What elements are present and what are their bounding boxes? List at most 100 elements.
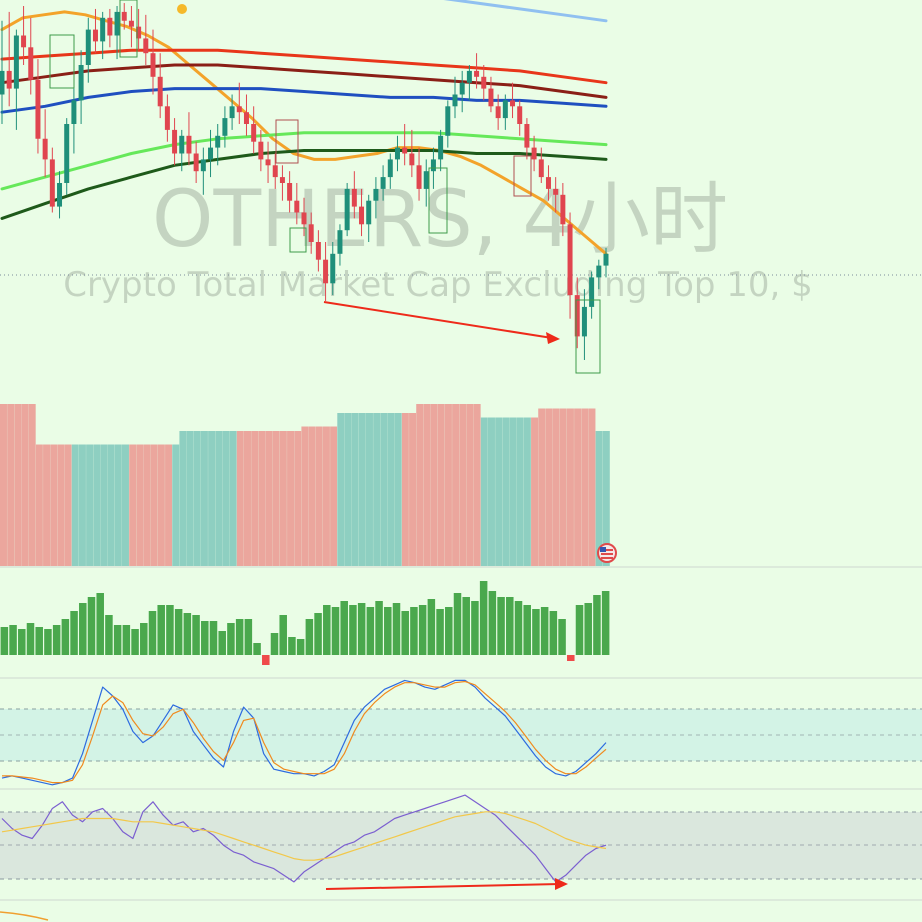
histogram-bar: [279, 615, 287, 655]
histogram-bar: [314, 613, 322, 655]
candlesticks: [0, 3, 609, 360]
volume-bar: [495, 417, 503, 566]
histogram-bar: [445, 607, 453, 655]
volume-bar: [588, 408, 596, 566]
volume-bar: [265, 431, 273, 566]
candle-body: [150, 53, 156, 77]
event-marker-dot[interactable]: [177, 4, 187, 14]
volume-bar: [229, 431, 237, 566]
candle-body: [366, 200, 372, 225]
volume-bar: [200, 431, 208, 566]
highlight-box[interactable]: [275, 119, 299, 164]
histogram-bar: [479, 581, 488, 655]
candle-body: [380, 177, 386, 189]
moving-average-line: [0, 63, 608, 99]
volume-bar: [107, 444, 115, 566]
histogram-bar: [532, 609, 540, 655]
histogram-bars: [0, 581, 610, 665]
volume-bar: [488, 417, 495, 566]
candle-body: [459, 82, 465, 95]
candle-body: [560, 194, 566, 225]
candle-body: [315, 242, 321, 260]
volume-bar: [86, 444, 94, 566]
indicator-line: [1, 811, 607, 861]
histogram-bar: [558, 619, 566, 655]
histogram-bar: [157, 605, 165, 655]
volume-bar: [287, 431, 295, 566]
histogram-bar: [357, 603, 366, 655]
indicator-line: [2, 680, 607, 784]
volume-bar: [473, 404, 481, 566]
histogram-bar: [305, 619, 314, 655]
volume-bar: [294, 431, 302, 566]
highlight-box[interactable]: [49, 34, 75, 89]
candle-body: [481, 76, 487, 89]
candle-body: [502, 100, 508, 119]
volume-bar: [100, 444, 108, 566]
histogram-bar: [601, 591, 610, 655]
candle-body: [272, 165, 278, 178]
volume-bar: [7, 404, 15, 566]
highlight-box[interactable]: [428, 167, 448, 234]
candle-body: [589, 277, 595, 307]
histogram-bar: [0, 627, 9, 655]
highlight-box[interactable]: [513, 155, 532, 197]
moving-average-line: [0, 149, 608, 220]
volume-bar: [122, 444, 129, 566]
histogram-bar: [235, 619, 244, 655]
histogram-bar: [506, 597, 514, 655]
candle-body: [13, 35, 19, 89]
volume-bar: [552, 408, 560, 566]
volume-bar: [143, 444, 151, 566]
candle-body: [71, 100, 77, 124]
volume-bar: [35, 444, 43, 566]
volume-bar: [258, 431, 266, 566]
volume-bar: [416, 404, 424, 566]
volume-bar: [0, 404, 7, 566]
volume-bar: [437, 404, 445, 566]
histogram-bar: [549, 611, 558, 655]
rsi-divergence-arrow[interactable]: [325, 878, 568, 890]
volume-bar: [330, 426, 338, 566]
us-flag-icon[interactable]: [597, 543, 617, 563]
candle-body: [409, 153, 415, 166]
candle-body: [186, 135, 192, 154]
histogram-bar: [567, 655, 575, 661]
volume-bar: [337, 413, 345, 566]
highlight-box[interactable]: [289, 227, 307, 253]
volume-bar: [150, 444, 158, 566]
volume-bar: [179, 431, 187, 566]
candle-body: [200, 159, 206, 172]
volume-bar: [373, 413, 381, 566]
watermark-subtitle: Crypto Total Market Cap Excluding Top 10…: [63, 265, 813, 305]
highlight-box[interactable]: [119, 0, 138, 58]
candle-body: [373, 188, 379, 201]
moving-average-line: [443, 0, 608, 23]
histogram-bar: [410, 607, 418, 655]
candle-body: [402, 147, 408, 154]
histogram-bar: [575, 605, 584, 655]
candle-body: [164, 106, 170, 130]
candle-body: [517, 106, 523, 124]
candle-body: [294, 200, 300, 213]
histogram-bar: [288, 637, 296, 655]
volume-bar: [401, 413, 409, 566]
volume-bar: [244, 431, 251, 566]
candle-body: [538, 159, 544, 178]
volume-bar: [93, 444, 101, 566]
candle-body: [445, 106, 451, 136]
volume-bar: [21, 404, 29, 566]
highlight-box[interactable]: [575, 299, 601, 374]
candle-body: [143, 38, 149, 54]
candle-body: [0, 70, 5, 95]
candle-body: [301, 212, 307, 225]
price-divergence-arrow[interactable]: [323, 301, 560, 344]
histogram-bar: [209, 621, 218, 655]
histogram-bar: [497, 597, 505, 655]
candle-body: [387, 159, 393, 178]
histogram-bar: [462, 597, 470, 655]
bottom-pane-line: [0, 911, 49, 921]
candle-body: [136, 26, 142, 39]
volume-bar: [466, 404, 474, 566]
